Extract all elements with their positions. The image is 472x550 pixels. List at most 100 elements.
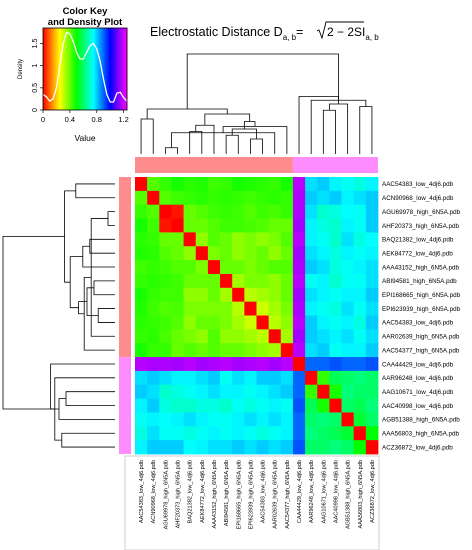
heatmap-cell xyxy=(329,398,342,413)
column-label: AAG10671_low_4dj6.pdb xyxy=(321,460,327,523)
heatmap-cell xyxy=(183,287,197,303)
heatmap-cell xyxy=(268,384,282,399)
heatmap-cell xyxy=(256,370,270,386)
heatmap-cell xyxy=(135,232,148,247)
heatmap-cell xyxy=(147,384,160,399)
heatmap-cell xyxy=(317,343,330,358)
heatmap-cell xyxy=(135,315,148,330)
heatmap-cell xyxy=(305,218,318,233)
heatmap-cell xyxy=(207,370,221,386)
row-label: AAC54383_low_4dj6.pdb xyxy=(382,181,454,188)
heatmap-cell xyxy=(341,426,355,441)
heatmap-cell xyxy=(268,204,282,219)
color-key-band xyxy=(92,28,94,110)
heatmap-cell xyxy=(207,232,221,247)
color-key-band xyxy=(66,28,68,110)
heatmap-cell xyxy=(207,287,221,303)
column-label: ACN90968_low_4dj6.pdb xyxy=(151,460,157,523)
heatmap-cell xyxy=(135,357,148,372)
heatmap-cell xyxy=(220,398,233,413)
heatmap-cell xyxy=(292,218,306,233)
color-key-band xyxy=(50,28,52,110)
column-dendrogram-branch xyxy=(140,118,154,154)
heatmap-cell xyxy=(305,190,318,206)
heatmap-cell xyxy=(329,343,342,358)
color-key-band xyxy=(116,28,118,110)
column-label-box xyxy=(124,455,380,550)
heatmap-cell xyxy=(171,343,184,358)
heatmap-cell xyxy=(159,260,172,275)
heatmap-cell xyxy=(292,412,306,427)
heatmap-cell xyxy=(195,232,209,247)
color-key-ylabel: Density xyxy=(18,59,24,79)
color-key-band xyxy=(62,28,64,110)
heatmap-cell xyxy=(195,190,209,206)
heatmap-cell xyxy=(329,177,342,192)
heatmap-cell xyxy=(353,315,367,330)
heatmap-cell xyxy=(268,218,282,233)
heatmap-cell xyxy=(207,329,221,344)
svg-text:2 − 2SIa, b: 2 − 2SIa, b xyxy=(327,25,379,42)
heatmap-cell xyxy=(305,329,318,344)
heatmap-cell xyxy=(268,357,282,372)
heatmap-cell xyxy=(292,440,306,455)
heatmap-cell xyxy=(256,287,270,303)
heatmap-cell xyxy=(147,232,160,247)
heatmap-cell xyxy=(171,190,184,206)
heatmap-cell xyxy=(232,204,245,219)
heatmap-cell xyxy=(292,246,306,261)
heatmap-cell xyxy=(244,412,257,427)
heatmap-cell xyxy=(232,232,245,247)
heatmap-cell xyxy=(207,398,221,413)
heatmap-cell xyxy=(317,398,330,413)
color-key-band xyxy=(88,28,90,110)
color-key-band xyxy=(47,28,49,110)
heatmap-cell xyxy=(159,426,172,441)
heatmap-cell xyxy=(147,440,160,455)
column-label: AAA43152_high_6N5A.pdb xyxy=(212,460,218,528)
heatmap-cell xyxy=(305,232,318,247)
color-key-band xyxy=(109,28,111,110)
heatmap-cell xyxy=(317,370,330,386)
color-key-band xyxy=(74,28,76,110)
heatmap-cell xyxy=(292,343,306,358)
heatmap-cell xyxy=(268,301,282,316)
heatmap-cell xyxy=(329,204,342,219)
heatmap-cell xyxy=(256,218,270,233)
heatmap-cell xyxy=(183,246,197,261)
heatmap-cell xyxy=(207,301,221,316)
heatmap-cell xyxy=(305,343,318,358)
heatmap-cell xyxy=(256,384,270,399)
heatmap-cell xyxy=(365,426,379,441)
heatmap-cell xyxy=(159,329,172,344)
column-dendrogram-branch xyxy=(171,132,276,154)
color-key-band xyxy=(49,28,51,110)
heatmap-cell xyxy=(171,370,184,386)
heatmap-cell xyxy=(305,315,318,330)
column-label: EPI168665_high_6N5A.pdb xyxy=(236,460,242,529)
heatmap-cell xyxy=(159,440,172,455)
heatmap-cell xyxy=(329,384,342,399)
heatmap-cell xyxy=(147,412,160,427)
heatmap-cell xyxy=(147,287,160,303)
heatmap-cell xyxy=(135,412,148,427)
column-label: AAC40998_low_4dj6.pdb xyxy=(333,460,339,523)
color-key-band xyxy=(61,28,63,110)
heatmap-cell xyxy=(183,440,197,455)
heatmap-cell xyxy=(220,370,233,386)
heatmap-cell xyxy=(159,177,172,192)
color-key-y-tick-label: 0.5 xyxy=(32,83,39,93)
heatmap-cell xyxy=(317,287,330,303)
column-label: EPI623939_high_6N5A.pdb xyxy=(248,460,254,529)
heatmap-cell xyxy=(329,329,342,344)
heatmap-cell xyxy=(207,218,221,233)
heatmap-cell xyxy=(232,440,245,455)
heatmap-cell xyxy=(159,315,172,330)
heatmap-cell xyxy=(256,412,270,427)
color-key-band xyxy=(123,28,125,110)
column-dendrogram xyxy=(140,53,373,154)
color-key-band xyxy=(120,28,122,110)
heatmap-cell xyxy=(207,246,221,261)
heatmap-cell xyxy=(159,246,172,261)
